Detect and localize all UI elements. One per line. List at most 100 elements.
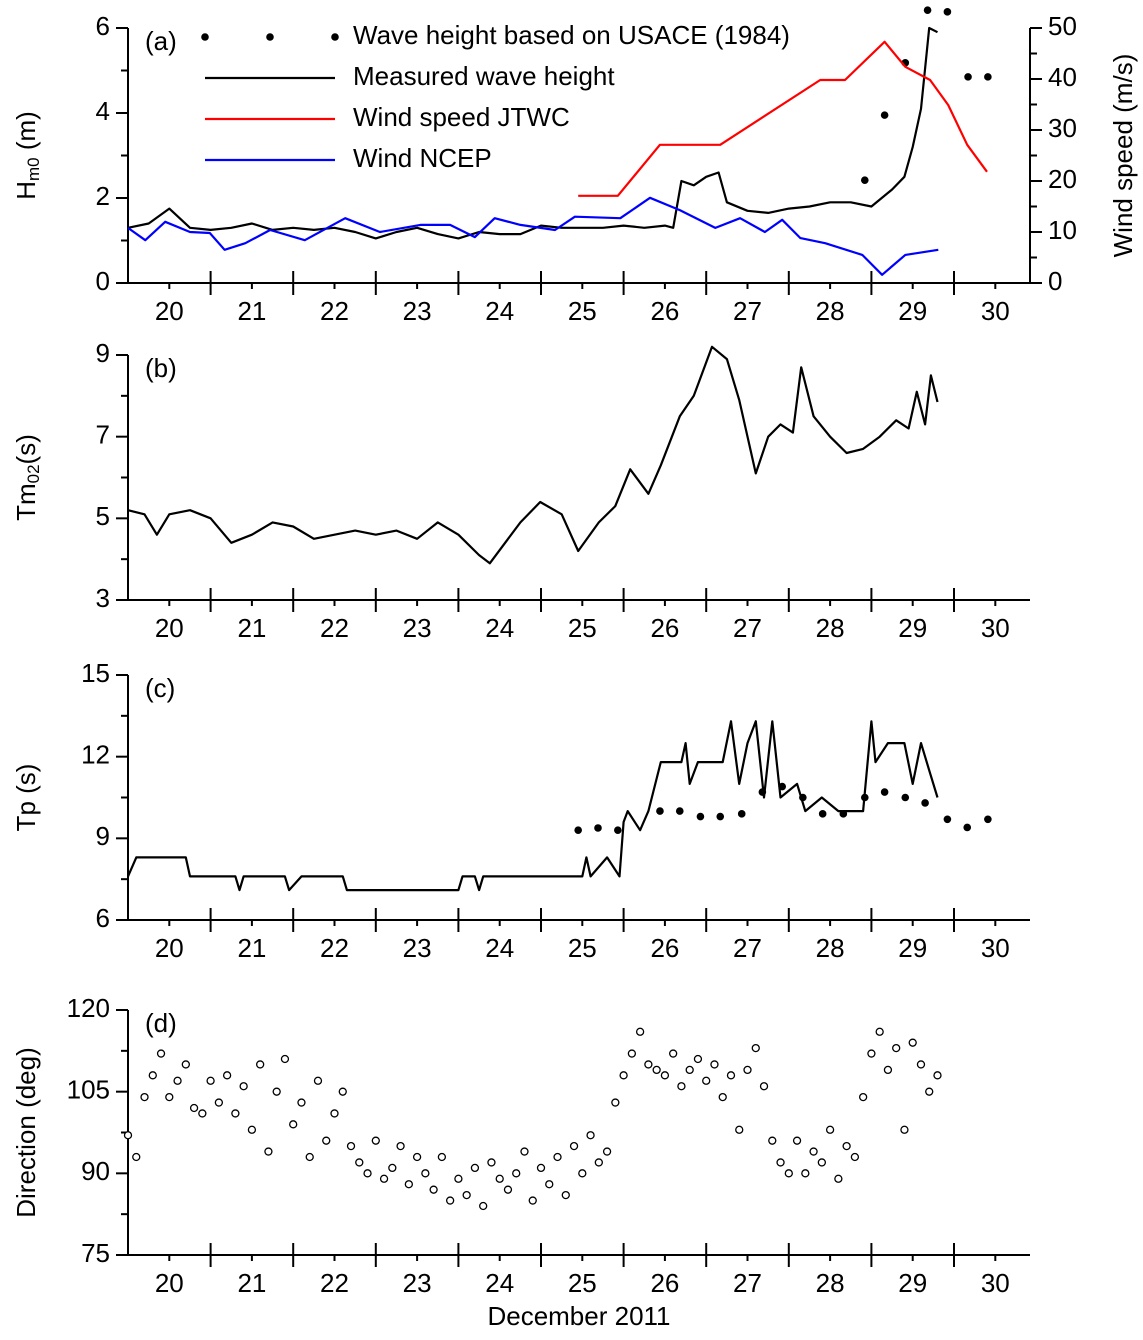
data-point <box>776 1158 785 1167</box>
x-tick-label: 27 <box>733 613 762 643</box>
x-tick-label: 21 <box>237 933 266 963</box>
data-point <box>792 1136 802 1145</box>
data-point <box>280 1054 290 1064</box>
x-tick-label: 23 <box>403 933 432 963</box>
data-point <box>660 1071 670 1080</box>
data-point <box>272 1087 281 1096</box>
y-tick-label: 7 <box>96 420 110 450</box>
panel-label: (d) <box>145 1008 177 1038</box>
data-point <box>677 1082 686 1091</box>
x-tick-label: 20 <box>155 613 184 643</box>
data-point <box>964 73 972 81</box>
data-point <box>860 793 869 802</box>
x-tick-label: 26 <box>650 1268 679 1298</box>
panel-label: (c) <box>145 673 175 703</box>
series-line <box>127 345 939 565</box>
y2-tick-label: 50 <box>1048 11 1077 41</box>
y-tick-label: 4 <box>96 96 110 126</box>
y-axis-label: Tp (s) <box>11 764 41 832</box>
data-point <box>984 815 992 824</box>
x-tick-label: 25 <box>568 933 597 963</box>
x-tick-label: 28 <box>816 1268 845 1298</box>
y-tick-label: 5 <box>96 501 110 531</box>
x-tick-label: 27 <box>733 296 762 326</box>
data-point <box>726 1071 736 1080</box>
data-point <box>880 111 889 119</box>
data-point <box>860 176 869 184</box>
data-point <box>330 1109 339 1118</box>
data-point <box>925 1087 934 1096</box>
x-tick-label: 26 <box>650 613 679 643</box>
data-point <box>652 1065 661 1075</box>
data-point <box>716 812 725 821</box>
data-point <box>751 1043 760 1053</box>
data-point <box>165 1092 174 1102</box>
data-point <box>735 1125 744 1134</box>
x-tick-label: 21 <box>237 613 266 643</box>
y-axis-label-part: (s) <box>11 434 41 464</box>
data-point <box>834 1174 843 1183</box>
y-tick-label: 15 <box>81 658 110 688</box>
data-point <box>850 1152 860 1162</box>
x-tick-label: 29 <box>898 933 927 963</box>
data-point <box>963 823 972 832</box>
series-line <box>578 40 988 197</box>
data-point <box>825 1125 835 1134</box>
data-point <box>809 1147 818 1156</box>
data-point <box>487 1158 496 1167</box>
data-point <box>675 807 684 815</box>
data-point <box>156 1049 166 1058</box>
y-tick-label: 3 <box>96 583 110 613</box>
data-point <box>412 1152 422 1162</box>
y-axis-label: Direction (deg) <box>11 1047 41 1218</box>
legend-label: Wind speed JTWC <box>353 102 570 132</box>
y-tick-label: 12 <box>81 740 110 770</box>
x-tick-label: 30 <box>981 933 1010 963</box>
x-tick-label: 22 <box>320 1268 349 1298</box>
data-point <box>313 1076 323 1085</box>
data-point <box>520 1147 529 1156</box>
data-point <box>799 793 807 802</box>
data-point <box>743 1065 752 1075</box>
data-point <box>892 1043 901 1053</box>
y2-tick-label: 40 <box>1048 62 1077 92</box>
data-point <box>778 782 786 791</box>
data-point <box>611 1098 620 1107</box>
y2-tick-label: 10 <box>1048 215 1077 245</box>
data-point <box>578 1169 587 1178</box>
data-point <box>222 1071 232 1080</box>
x-tick-label: 28 <box>816 933 845 963</box>
x-axis-label: December 2011 <box>487 1301 670 1331</box>
data-point <box>693 1054 703 1064</box>
data-point <box>388 1163 397 1173</box>
data-point <box>528 1196 537 1205</box>
data-point <box>644 1060 653 1069</box>
y-axis-label-part: Tm <box>11 483 41 521</box>
data-point <box>454 1174 463 1183</box>
x-tick-label: 28 <box>816 296 845 326</box>
series-line <box>126 720 939 892</box>
data-point <box>338 1087 347 1096</box>
x-tick-label: 25 <box>568 1268 597 1298</box>
legend-marker <box>201 33 209 41</box>
data-point <box>702 1076 711 1085</box>
y-axis-label-part: (m) <box>11 111 41 157</box>
x-tick-label: 26 <box>650 296 679 326</box>
x-tick-label: 25 <box>568 613 597 643</box>
y-axis-label-part: H <box>11 181 41 200</box>
data-point <box>933 1071 942 1080</box>
data-point <box>421 1169 430 1178</box>
x-tick-label: 24 <box>485 296 514 326</box>
data-point <box>858 1092 868 1102</box>
x-tick-label: 20 <box>155 933 184 963</box>
y-tick-label: 90 <box>81 1156 110 1186</box>
panel-label: (b) <box>145 353 177 383</box>
y2-tick-label: 0 <box>1048 266 1062 296</box>
y-tick-label: 9 <box>96 338 110 368</box>
data-point <box>908 1038 917 1047</box>
x-tick-label: 27 <box>733 933 762 963</box>
x-tick-label: 25 <box>568 296 597 326</box>
data-point <box>297 1098 306 1107</box>
legend-label: Measured wave height <box>353 61 615 91</box>
